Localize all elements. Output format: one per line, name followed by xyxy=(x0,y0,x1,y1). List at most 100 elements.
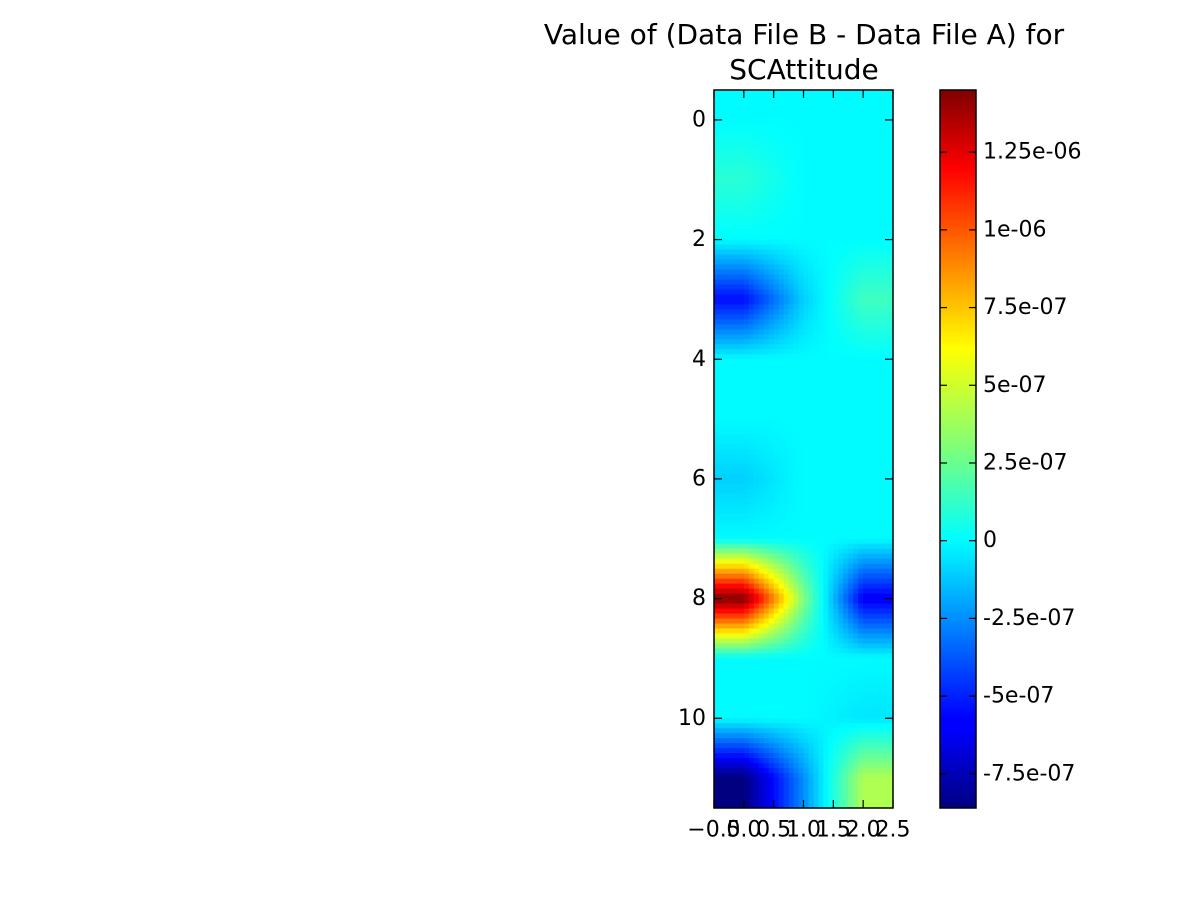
heatmap-pixel xyxy=(768,124,775,131)
heatmap-pixel xyxy=(863,99,869,106)
heatmap-pixel xyxy=(838,104,844,111)
heatmap-pixel xyxy=(738,533,745,540)
heatmap-pixel xyxy=(714,743,720,749)
heatmap-pixel xyxy=(888,324,893,330)
heatmap-pixel xyxy=(863,334,869,340)
heatmap-pixel xyxy=(878,144,884,151)
heatmap-pixel xyxy=(858,683,864,689)
heatmap-pixel xyxy=(768,169,775,176)
heatmap-pixel xyxy=(714,414,720,420)
heatmap-pixel xyxy=(873,139,879,146)
heatmap-pixel xyxy=(728,309,735,315)
heatmap-pixel xyxy=(833,159,839,166)
heatmap-pixel xyxy=(718,94,725,101)
heatmap-pixel xyxy=(788,159,795,166)
heatmap-pixel xyxy=(803,279,810,286)
heatmap-pixel xyxy=(888,458,893,465)
heatmap-pixel xyxy=(723,528,730,535)
heatmap-pixel xyxy=(858,334,864,340)
heatmap-pixel xyxy=(758,169,765,176)
heatmap-pixel xyxy=(793,94,800,101)
heatmap-pixel xyxy=(773,359,780,365)
heatmap-pixel xyxy=(723,319,730,325)
heatmap-pixel xyxy=(888,538,893,545)
heatmap-pixel xyxy=(818,763,824,769)
heatmap-pixel xyxy=(738,359,745,365)
heatmap-pixel xyxy=(828,518,834,525)
heatmap-pixel xyxy=(748,693,755,699)
heatmap-pixel xyxy=(833,543,839,550)
heatmap-pixel xyxy=(743,668,750,674)
heatmap-pixel xyxy=(848,453,854,460)
heatmap-pixel xyxy=(753,638,760,645)
heatmap-pixel xyxy=(883,279,889,286)
heatmap-pixel xyxy=(748,349,755,355)
heatmap-pixel xyxy=(753,289,760,296)
heatmap-pixel xyxy=(714,453,720,460)
heatmap-pixel xyxy=(788,184,795,191)
heatmap-pixel xyxy=(818,319,824,325)
heatmap-pixel xyxy=(838,389,844,395)
heatmap-pixel xyxy=(838,444,844,450)
heatmap-pixel xyxy=(753,733,760,739)
heatmap-pixel xyxy=(753,249,760,256)
heatmap-pixel xyxy=(888,518,893,525)
heatmap-pixel xyxy=(714,768,720,774)
heatmap-pixel xyxy=(803,274,810,281)
heatmap-pixel xyxy=(748,463,755,470)
heatmap-pixel xyxy=(748,409,755,415)
heatmap-pixel xyxy=(848,718,854,724)
heatmap-pixel xyxy=(728,359,735,365)
heatmap-pixel xyxy=(883,159,889,166)
heatmap-pixel xyxy=(853,159,859,166)
heatmap-pixel xyxy=(888,249,893,256)
heatmap-pixel xyxy=(758,249,765,256)
heatmap-pixel xyxy=(838,533,844,540)
heatmap-pixel xyxy=(768,768,775,774)
heatmap-pixel xyxy=(778,578,785,585)
heatmap-pixel xyxy=(753,548,760,555)
heatmap-pixel xyxy=(858,219,864,226)
heatmap-pixel xyxy=(723,533,730,540)
heatmap-pixel xyxy=(798,658,805,665)
heatmap-pixel xyxy=(773,439,780,445)
heatmap-pixel xyxy=(823,778,829,784)
heatmap-pixel xyxy=(748,144,755,151)
heatmap-pixel xyxy=(733,349,740,355)
heatmap-pixel xyxy=(843,658,849,665)
heatmap-pixel xyxy=(803,508,810,515)
heatmap-pixel xyxy=(828,389,834,395)
heatmap-pixel xyxy=(753,463,760,470)
heatmap-pixel xyxy=(868,473,874,480)
heatmap-pixel xyxy=(788,309,795,315)
heatmap-pixel xyxy=(798,548,805,555)
heatmap-pixel xyxy=(803,593,810,600)
heatmap-pixel xyxy=(733,104,740,111)
heatmap-pixel xyxy=(848,114,854,121)
heatmap-pixel xyxy=(803,119,810,126)
heatmap-pixel xyxy=(783,468,790,475)
heatmap-pixel xyxy=(838,304,844,310)
heatmap-pixel xyxy=(823,603,829,610)
heatmap-pixel xyxy=(753,209,760,216)
heatmap-pixel xyxy=(883,249,889,256)
heatmap-pixel xyxy=(863,314,869,320)
heatmap-pixel xyxy=(858,344,864,350)
heatmap-pixel xyxy=(848,693,854,699)
heatmap-pixel xyxy=(848,319,854,325)
heatmap-pixel xyxy=(753,404,760,410)
heatmap-pixel xyxy=(828,229,834,236)
heatmap-pixel xyxy=(878,299,884,306)
heatmap-pixel xyxy=(743,99,750,106)
heatmap-pixel xyxy=(853,533,859,540)
heatmap-pixel xyxy=(878,678,884,684)
heatmap-pixel xyxy=(733,588,740,595)
heatmap-pixel xyxy=(868,90,874,96)
heatmap-pixel xyxy=(803,369,810,375)
heatmap-pixel xyxy=(763,224,770,231)
heatmap-pixel xyxy=(888,314,893,320)
heatmap-pixel xyxy=(714,648,720,655)
heatmap-pixel xyxy=(768,419,775,425)
heatmap-pixel xyxy=(748,758,755,764)
heatmap-pixel xyxy=(813,693,820,699)
